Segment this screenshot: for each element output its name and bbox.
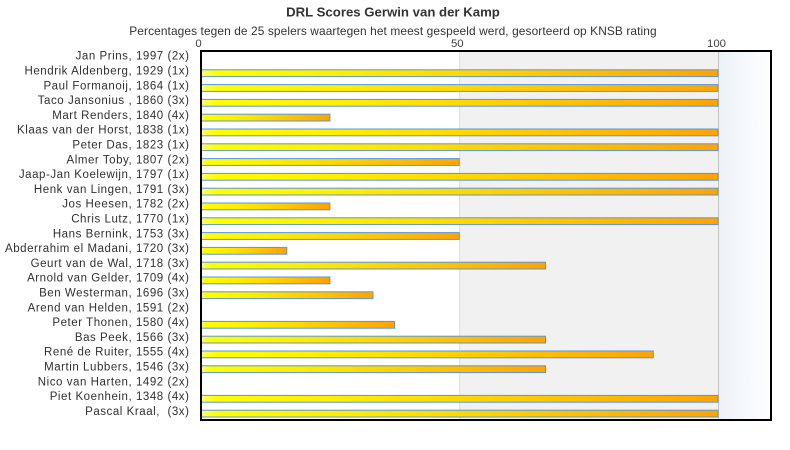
svg-text:Klaas van der Horst, 1838 (1x): Klaas van der Horst, 1838 (1x): [17, 125, 189, 137]
svg-text:Jaap-Jan Koelewijn, 1797 (1x): Jaap-Jan Koelewijn, 1797 (1x): [19, 169, 190, 181]
svg-text:Bas Peek, 1566 (3x): Bas Peek, 1566 (3x): [75, 332, 190, 344]
svg-text:Peter Thonen, 1580 (4x): Peter Thonen, 1580 (4x): [52, 317, 189, 329]
svg-text:René de Ruiter, 1555 (4x): René de Ruiter, 1555 (4x): [44, 347, 189, 359]
svg-text:Mart Renders, 1840 (4x): Mart Renders, 1840 (4x): [52, 110, 189, 122]
svg-text:Percentages tegen de 25 speler: Percentages tegen de 25 spelers waartege…: [129, 24, 656, 38]
svg-text:Arend van Helden, 1591 (2x): Arend van Helden, 1591 (2x): [28, 302, 190, 314]
svg-text:Henk van Lingen, 1791 (3x): Henk van Lingen, 1791 (3x): [34, 184, 190, 196]
svg-text:DRL Scores Gerwin van der Kamp: DRL Scores Gerwin van der Kamp: [286, 4, 500, 19]
svg-text:Abderrahim el Madani, 1720 (3x: Abderrahim el Madani, 1720 (3x): [5, 243, 190, 255]
svg-text:50: 50: [451, 38, 464, 50]
svg-text:Peter Das, 1823 (1x): Peter Das, 1823 (1x): [72, 140, 189, 152]
svg-text:Arnold van Gelder, 1709 (4x): Arnold van Gelder, 1709 (4x): [27, 273, 189, 285]
svg-text:100: 100: [707, 38, 726, 50]
svg-text:Nico van Harten, 1492 (2x): Nico van Harten, 1492 (2x): [38, 376, 190, 388]
svg-text:Geurt van de Wal, 1718 (3x): Geurt van de Wal, 1718 (3x): [31, 258, 190, 270]
svg-text:0: 0: [195, 38, 201, 50]
svg-text:Piet Koenhein, 1348 (4x): Piet Koenhein, 1348 (4x): [50, 391, 190, 403]
svg-text:Chris Lutz, 1770 (1x): Chris Lutz, 1770 (1x): [71, 214, 189, 226]
svg-text:Hans Bernink, 1753 (3x): Hans Bernink, 1753 (3x): [53, 228, 190, 240]
svg-text:Taco Jansonius , 1860 (3x): Taco Jansonius , 1860 (3x): [38, 95, 190, 107]
svg-text:Jos Heesen, 1782 (2x): Jos Heesen, 1782 (2x): [62, 199, 189, 211]
svg-text:Martin Lubbers, 1546 (3x): Martin Lubbers, 1546 (3x): [44, 362, 189, 374]
svg-text:Almer Toby, 1807 (2x): Almer Toby, 1807 (2x): [67, 154, 190, 166]
svg-text:Pascal Kraal, (3x): Pascal Kraal, (3x): [85, 406, 189, 418]
svg-text:Ben Westerman, 1696 (3x): Ben Westerman, 1696 (3x): [39, 288, 189, 300]
svg-text:Hendrik Aldenberg, 1929 (1x): Hendrik Aldenberg, 1929 (1x): [25, 66, 190, 78]
svg-text:Jan Prins, 1997 (2x): Jan Prins, 1997 (2x): [76, 51, 190, 63]
svg-text:Paul Formanoij, 1864 (1x): Paul Formanoij, 1864 (1x): [43, 80, 189, 92]
